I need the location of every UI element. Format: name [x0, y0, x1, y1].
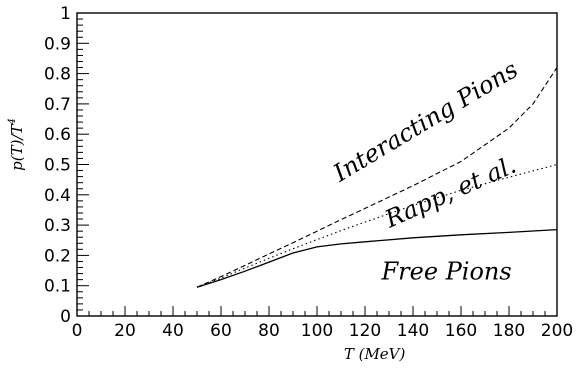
- x-tick-label: 180: [493, 321, 525, 341]
- y-tick-label: 0: [60, 307, 71, 327]
- y-tick-label: 0.6: [44, 125, 71, 145]
- x-tick-label: 200: [541, 321, 573, 341]
- series-line-interacting-pions: [196, 67, 558, 288]
- x-tick-label: 160: [445, 321, 477, 341]
- y-tick-label: 0.2: [44, 246, 71, 266]
- series-lines: [196, 67, 558, 288]
- x-tick-label: 120: [349, 321, 381, 341]
- x-tick-label: 80: [258, 321, 280, 341]
- tick-labels: 0 20 40 60 80 100 120 140 160 180 200 0 0.1 0.2 0.3 0.4…: [44, 4, 573, 341]
- series-line-free-pions: [196, 228, 558, 288]
- y-tick-label: 0.9: [44, 34, 71, 54]
- y-tick-label: 0.3: [44, 216, 71, 236]
- annotation-label: Rapp, et al.: [380, 151, 520, 234]
- y-tick-label: 0.1: [44, 277, 71, 297]
- y-axis-title: p(T)/T4: [7, 118, 26, 171]
- y-tick-label: 0.7: [44, 95, 71, 115]
- axis-ticks: [76, 12, 558, 317]
- annotation-label: Free Pions: [380, 258, 511, 286]
- y-axis-title-main: p(T)/T: [8, 124, 26, 171]
- y-axis-title-superscript: 4: [7, 118, 18, 125]
- x-tick-label: 100: [301, 321, 333, 341]
- x-tick-label: 140: [397, 321, 429, 341]
- x-tick-label: 40: [162, 321, 184, 341]
- y-tick-label: 0.4: [44, 186, 71, 206]
- x-axis-title: T (MeV): [344, 345, 406, 363]
- x-tick-label: 20: [114, 321, 136, 341]
- y-tick-label: 1: [60, 4, 71, 24]
- x-tick-label: 0: [72, 321, 83, 341]
- y-tick-label: 0.5: [44, 156, 71, 176]
- plot-frame: [76, 12, 558, 317]
- x-tick-label: 60: [210, 321, 232, 341]
- y-tick-label: 0.8: [44, 65, 71, 85]
